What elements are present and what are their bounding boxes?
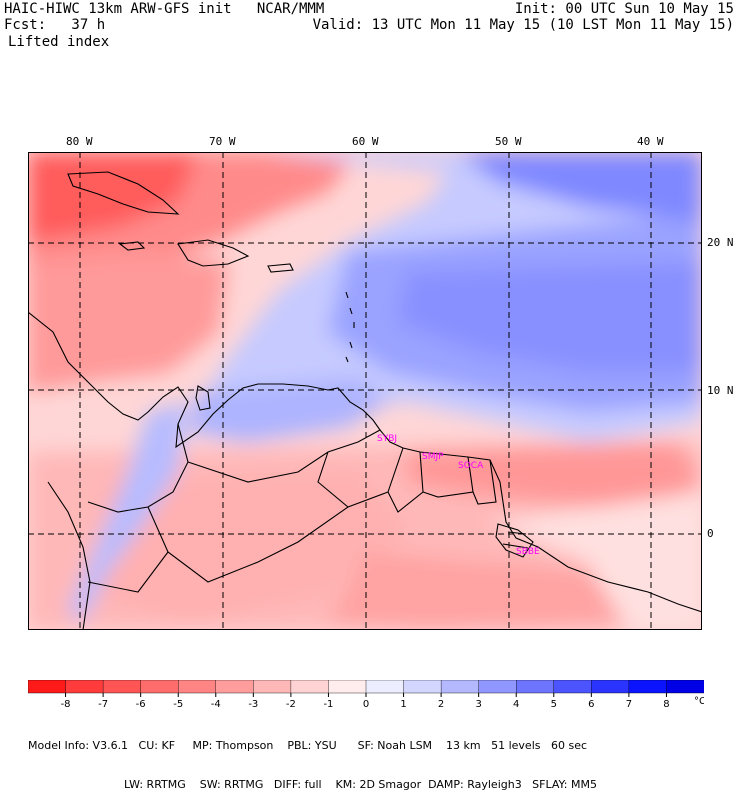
lifted-index-map: SYBJ SMJP SOCA SBBE <box>28 152 702 630</box>
colorbar-tick-label: -1 <box>323 699 333 710</box>
colorbar-box <box>102 680 142 694</box>
lat-label-20n: 20 N <box>707 236 734 249</box>
field-shading <box>28 152 702 630</box>
colorbar-unit: °C <box>694 696 704 707</box>
model-info-line2: LW: RRTMG SW: RRTMG DIFF: full KM: 2D Sm… <box>124 778 597 791</box>
field-name: Lifted index <box>8 34 110 50</box>
model-info: Model Info: V3.6.1 CU: KF MP: Thompson P… <box>28 713 718 804</box>
colorbar-tick-label: -6 <box>136 699 146 710</box>
forecast-hour: Fcst: 37 h <box>4 17 106 33</box>
colorbar-box <box>215 680 255 694</box>
colorbar-tick-label: 6 <box>588 699 594 710</box>
colorbar-tick-label: 7 <box>626 699 632 710</box>
lat-lon-grid <box>28 152 702 630</box>
colorbar-box <box>253 680 292 694</box>
colorbar-box <box>440 680 480 694</box>
colorbar-box <box>328 680 367 694</box>
colorbar-box <box>516 680 555 694</box>
colorbar-tick-label: -5 <box>173 699 183 710</box>
model-info-line1: Model Info: V3.6.1 CU: KF MP: Thompson P… <box>28 739 588 752</box>
colorbar-tick-label: -7 <box>98 699 108 710</box>
lon-label-80w: 80 W <box>66 135 93 148</box>
colorbar-box <box>591 680 630 694</box>
colorbar-tick-label: 4 <box>513 699 519 710</box>
colorbar-box <box>365 680 405 694</box>
valid-time: Valid: 13 UTC Mon 11 May 15 (10 LST Mon … <box>312 17 734 33</box>
colorbar-box <box>290 680 330 694</box>
colorbar-box <box>65 680 104 694</box>
lon-label-60w: 60 W <box>352 135 379 148</box>
colorbar-tick-label: 3 <box>475 699 481 710</box>
colorbar-tick-label: 2 <box>438 699 444 710</box>
station-sbbe: SBBE <box>516 547 540 557</box>
colorbar-box <box>666 680 704 694</box>
colorbar-tick-label: 1 <box>400 699 406 710</box>
colorbar-box <box>140 680 179 694</box>
colorbar-box <box>553 680 593 694</box>
colorbar-box <box>178 680 217 694</box>
colorbar-box <box>28 680 67 694</box>
lat-label-0: 0 <box>707 527 714 540</box>
init-time: Init: 00 UTC Sun 10 May 15 <box>514 1 734 17</box>
model-title: HAIC-HIWC 13km ARW-GFS init NCAR/MMM <box>4 1 325 17</box>
map-frame <box>28 152 702 630</box>
station-smjp: SMJP <box>422 452 444 462</box>
colorbar-tick-label: 8 <box>663 699 669 710</box>
station-soca: SOCA <box>458 461 484 471</box>
colorbar-box <box>478 680 517 694</box>
colorbar: -8 -7 -6 -5 -4 -3 -2 -1 0 1 2 3 4 5 6 7 8 °C <box>28 680 704 710</box>
colorbar-tick-label: -2 <box>286 699 296 710</box>
lat-label-10n: 10 N <box>707 384 734 397</box>
lon-label-70w: 70 W <box>209 135 236 148</box>
colorbar-box <box>628 680 668 694</box>
colorbar-box <box>403 680 442 694</box>
colorbar-tick-label: 0 <box>363 699 369 710</box>
colorbar-tick-label: -3 <box>248 699 258 710</box>
lon-label-50w: 50 W <box>495 135 522 148</box>
lon-label-40w: 40 W <box>637 135 664 148</box>
colorbar-tick-label: 5 <box>551 699 557 710</box>
colorbar-tick-label: -4 <box>211 699 221 710</box>
colorbar-tick-label: -8 <box>61 699 71 710</box>
station-sybj: SYBJ <box>377 434 397 444</box>
